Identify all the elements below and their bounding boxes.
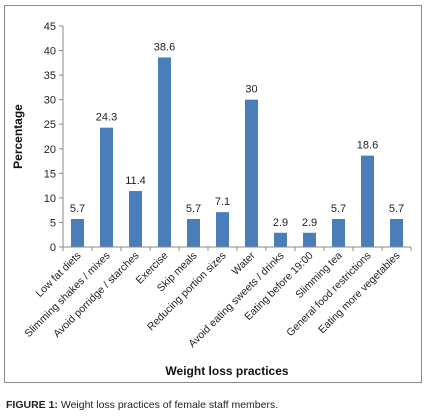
- y-tick-label: 0: [50, 242, 56, 254]
- bar: [129, 191, 142, 247]
- bar: [245, 99, 258, 248]
- x-axis-title: Weight loss practices: [165, 364, 288, 378]
- caption-text: Weight loss practices of female staff me…: [60, 399, 279, 411]
- value-label: 11.4: [125, 175, 146, 187]
- y-tick-label: 5: [50, 217, 56, 229]
- bar: [303, 232, 316, 247]
- y-tick-label: 30: [44, 95, 56, 107]
- bar: [361, 155, 374, 247]
- value-labels: 5.7 24.3 11.4 38.6 5.7 7.1 30 2.9 2.9 5.7 18.6 5.7: [70, 41, 404, 228]
- value-label: 7.1: [215, 196, 230, 208]
- value-label: 2.9: [302, 217, 317, 229]
- value-label: 24.3: [96, 112, 117, 124]
- y-tick-label: 40: [44, 46, 56, 58]
- bar: [390, 219, 403, 247]
- y-tick-label: 25: [44, 119, 56, 131]
- value-label: 5.7: [70, 203, 85, 215]
- y-tick-label: 15: [44, 168, 56, 180]
- y-axis-ticks: 0 5 10 15 20 25 30 35 40 45: [44, 21, 412, 254]
- bar: [100, 127, 113, 247]
- y-tick-label: 35: [44, 70, 56, 82]
- value-label: 5.7: [186, 203, 201, 215]
- value-label: 38.6: [154, 41, 175, 53]
- value-label: 5.7: [331, 203, 346, 215]
- y-tick-label: 45: [44, 21, 56, 33]
- y-tick-label: 20: [44, 144, 56, 156]
- bar: [71, 219, 84, 247]
- value-label: 5.7: [389, 203, 404, 215]
- bar: [158, 57, 171, 248]
- y-axis-title: Percentage: [11, 104, 25, 169]
- bar: [274, 232, 287, 247]
- caption-label: FIGURE 1:: [6, 399, 58, 411]
- bar: [216, 212, 229, 247]
- value-label: 2.9: [273, 217, 288, 229]
- y-tick-label: 10: [44, 193, 56, 205]
- bar: [332, 219, 345, 247]
- bar: [187, 219, 200, 247]
- value-label: 30: [245, 84, 257, 96]
- value-label: 18.6: [357, 140, 378, 152]
- bar-chart: 0 5 10 15 20 25 30 35 40 45 5.7 24.3 11.4 38.6 5.7 7.1…: [11, 21, 412, 378]
- chart-frame: [4, 5, 422, 383]
- bars: [71, 57, 403, 248]
- figure-caption: FIGURE 1: Weight loss practices of femal…: [6, 399, 278, 411]
